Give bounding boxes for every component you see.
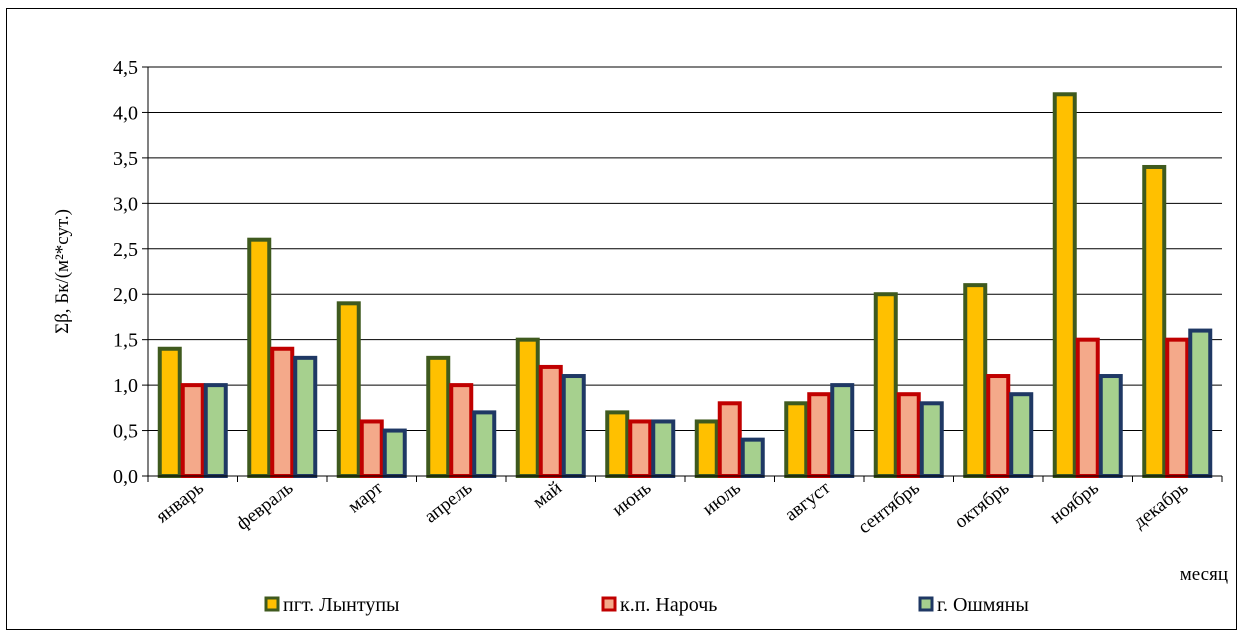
bars bbox=[157, 92, 1213, 479]
bar bbox=[605, 410, 630, 478]
x-tick-label: ноябрь bbox=[1046, 477, 1103, 528]
x-tick-label: апрель bbox=[421, 477, 477, 527]
x-axis-category-labels: январь февраль март апрель май июнь июль август… bbox=[152, 477, 1192, 538]
bar bbox=[807, 392, 832, 479]
bar bbox=[426, 355, 451, 479]
x-tick-label: февраль bbox=[232, 477, 297, 534]
axes bbox=[147, 67, 1223, 482]
bar bbox=[1052, 92, 1077, 479]
bar bbox=[628, 419, 653, 479]
y-tick-label: 2,5 bbox=[113, 239, 138, 261]
legend-swatch bbox=[264, 596, 280, 612]
x-tick-label: июль bbox=[699, 477, 745, 520]
bar bbox=[1142, 164, 1167, 478]
bar bbox=[784, 401, 809, 478]
bar bbox=[270, 346, 295, 478]
y-tick-label: 2,0 bbox=[113, 284, 138, 306]
bar bbox=[515, 337, 540, 478]
bar bbox=[896, 392, 921, 479]
x-tick-label: январь bbox=[152, 477, 208, 527]
bar bbox=[157, 346, 182, 478]
bar bbox=[247, 237, 272, 478]
gridlines bbox=[148, 66, 1222, 432]
bar bbox=[830, 383, 855, 478]
legend-swatch bbox=[601, 596, 617, 612]
x-tick-label: июнь bbox=[608, 477, 655, 520]
legend: пгт. Лынтупы к.п. Нарочь г. Ошмяны bbox=[264, 594, 1029, 616]
bar bbox=[740, 437, 765, 478]
chart-frame bbox=[6, 8, 1237, 630]
bar bbox=[382, 428, 407, 478]
y-tick-label: 4,5 bbox=[113, 57, 138, 79]
bar bbox=[203, 383, 228, 478]
bar bbox=[717, 401, 742, 478]
legend-swatch bbox=[918, 596, 934, 612]
y-tick-label: 0,5 bbox=[113, 421, 138, 443]
bar bbox=[336, 301, 361, 478]
bar bbox=[538, 364, 563, 478]
bar bbox=[472, 410, 497, 478]
x-tick-label: март bbox=[344, 477, 387, 517]
x-tick-label: май bbox=[529, 477, 566, 512]
y-axis-ticks: 0,0 0,5 1,0 1,5 2,0 2,5 3,0 3,5 4,0 4,5 bbox=[113, 57, 148, 488]
bar bbox=[1009, 392, 1034, 479]
bar bbox=[1188, 328, 1213, 479]
bar bbox=[1075, 337, 1100, 478]
x-tick-label: август bbox=[781, 477, 835, 526]
bar bbox=[651, 419, 676, 479]
bar bbox=[919, 401, 944, 478]
y-tick-label: 0,0 bbox=[113, 466, 138, 488]
y-tick-label: 4,0 bbox=[113, 102, 138, 124]
bar bbox=[449, 383, 474, 478]
y-axis-title: Σβ, Бк/(м²*сут.) bbox=[52, 209, 73, 334]
x-tick-label: октябрь bbox=[951, 477, 1014, 533]
bar bbox=[359, 419, 384, 479]
y-tick-label: 1,0 bbox=[113, 375, 138, 397]
y-tick-label: 3,0 bbox=[113, 193, 138, 215]
bar bbox=[986, 374, 1011, 478]
bar bbox=[873, 292, 898, 478]
bar bbox=[1165, 337, 1190, 478]
x-axis-title: месяц bbox=[1180, 564, 1228, 585]
bar bbox=[963, 283, 988, 478]
legend-label: к.п. Нарочь bbox=[620, 594, 717, 616]
y-tick-label: 3,5 bbox=[113, 148, 138, 170]
y-tick-label: 1,5 bbox=[113, 330, 138, 352]
bar bbox=[694, 419, 719, 479]
bar bbox=[1098, 374, 1123, 478]
legend-label: пгт. Лынтупы bbox=[283, 594, 399, 616]
x-tick-label: декабрь bbox=[1130, 477, 1193, 533]
bar bbox=[561, 374, 586, 478]
x-tick-label: сентябрь bbox=[854, 477, 924, 538]
legend-label: г. Ошмяны bbox=[937, 594, 1029, 616]
bar bbox=[293, 355, 318, 479]
bar bbox=[180, 383, 205, 478]
